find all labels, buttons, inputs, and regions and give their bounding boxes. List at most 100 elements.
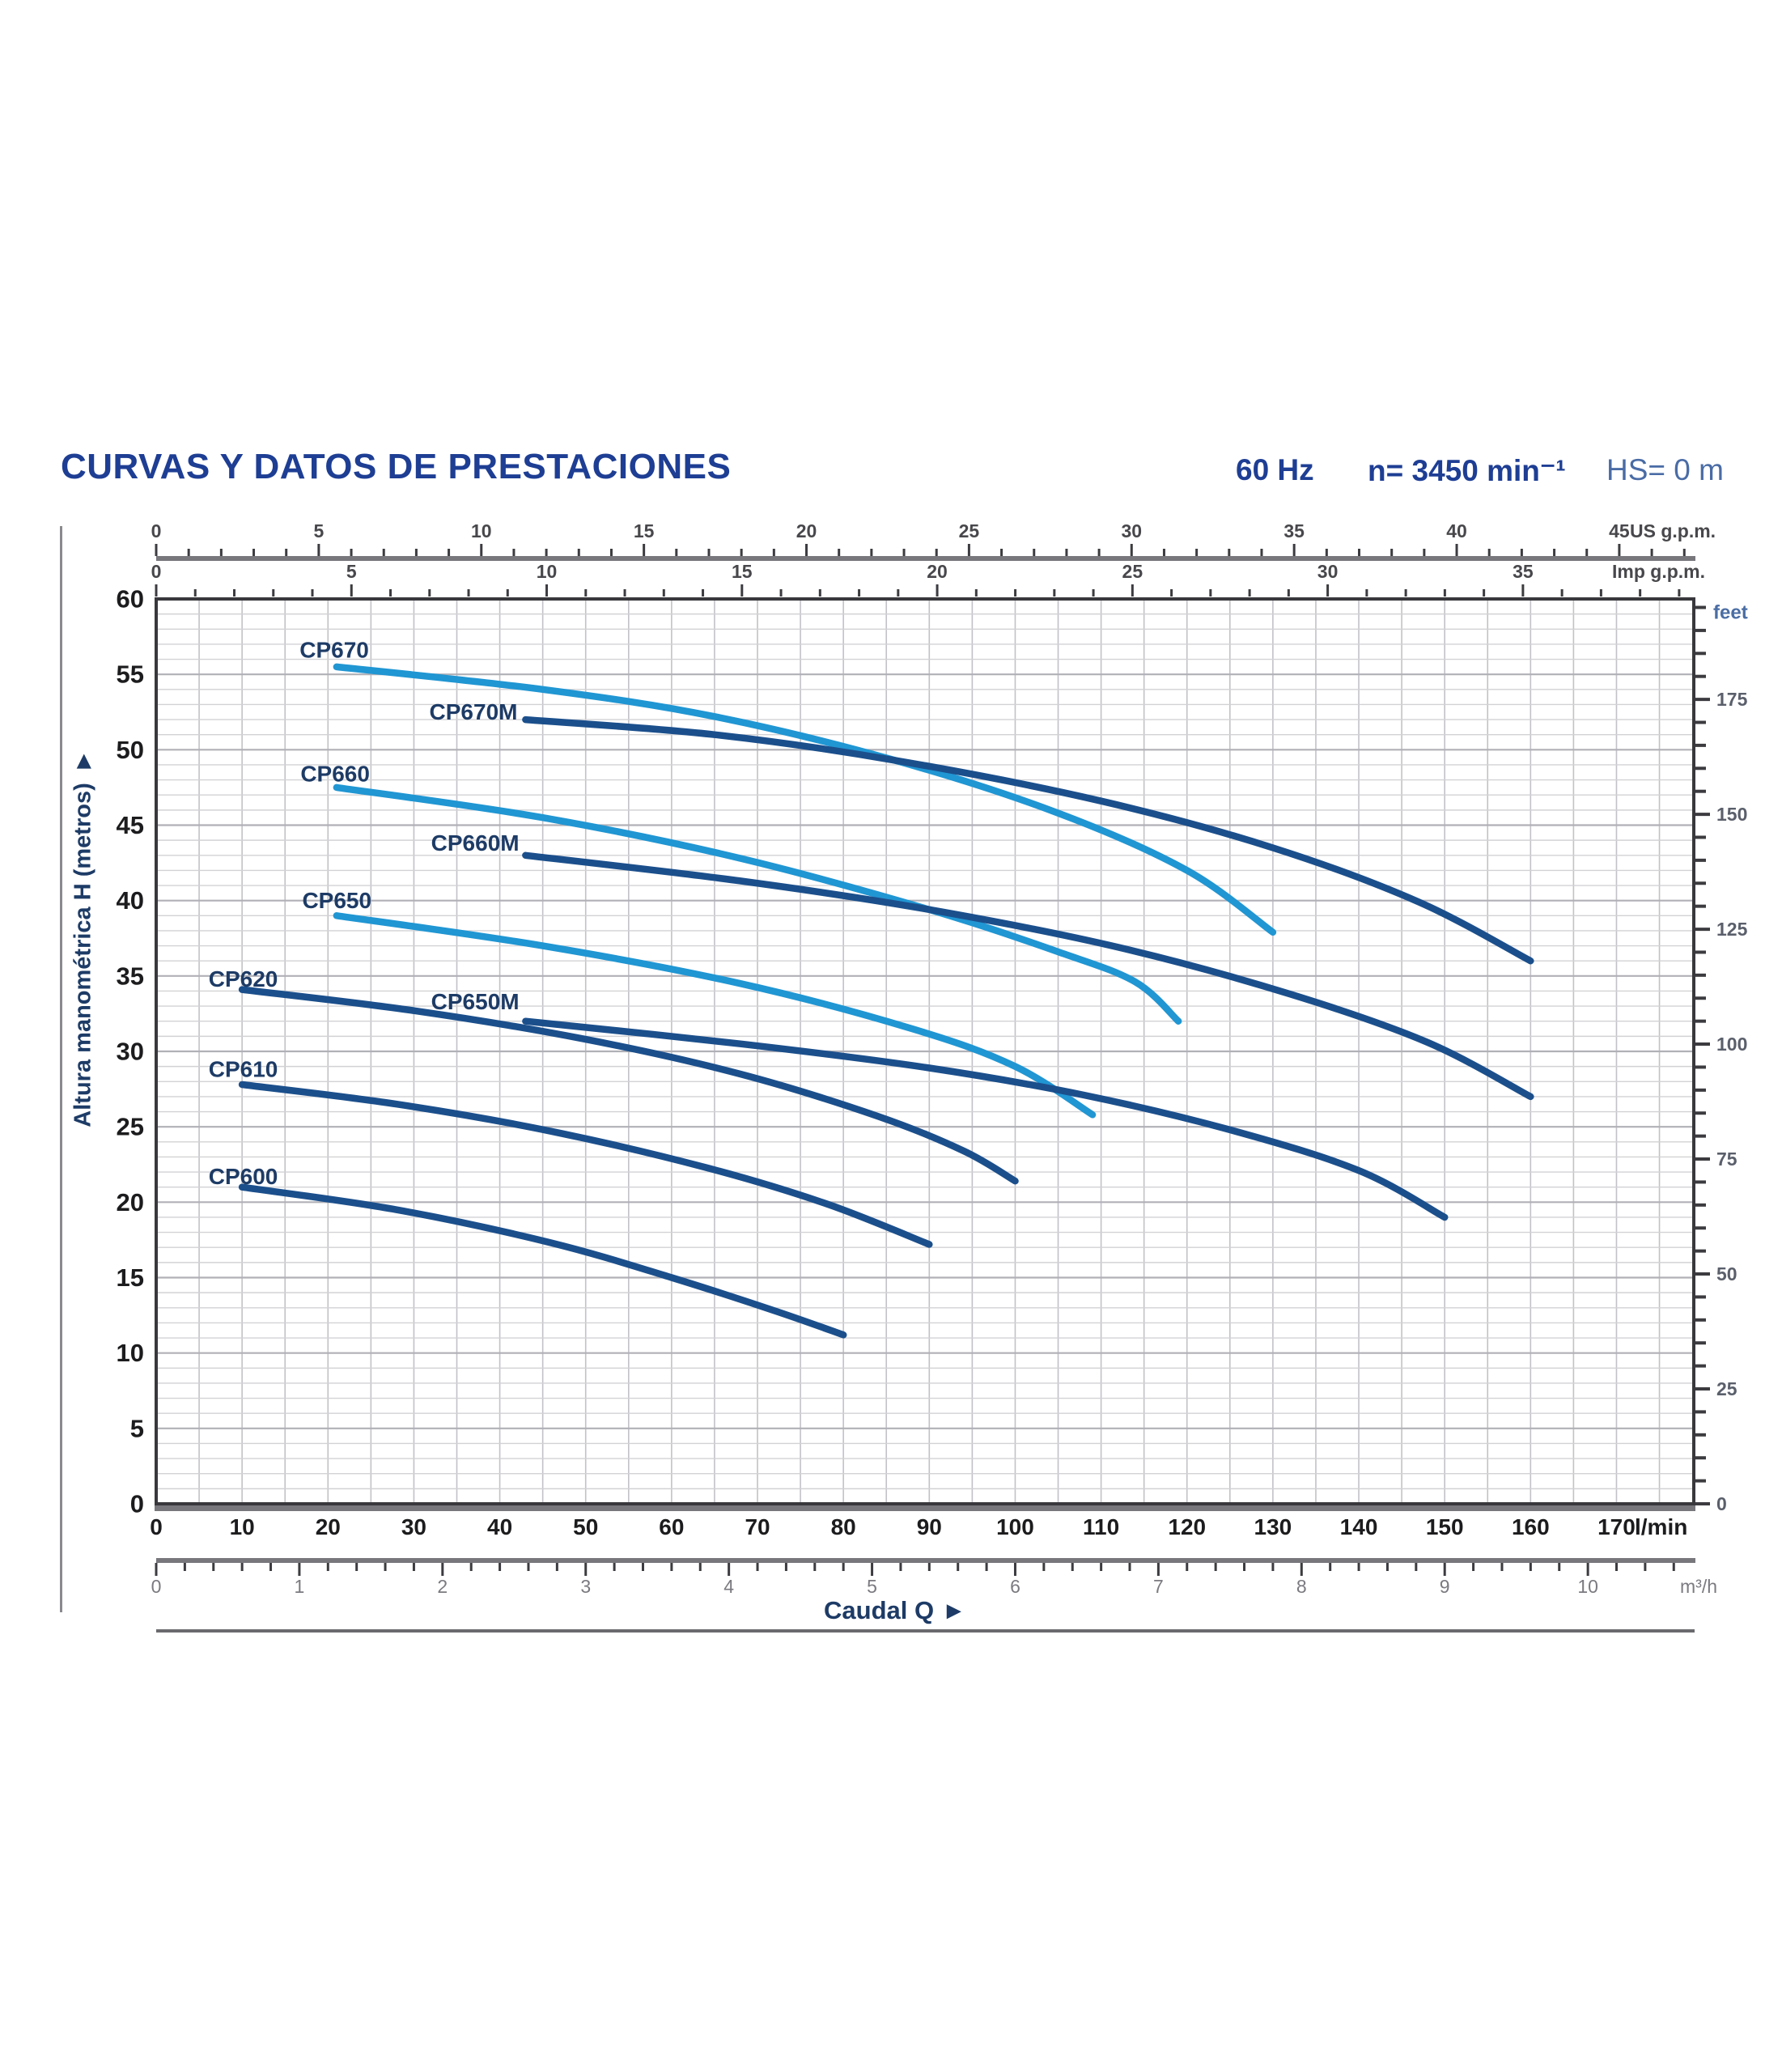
x-axis-bar-lmin [155,1505,1695,1511]
tick-label-feet: 25 [1716,1378,1737,1399]
tick-label-l-min: 50 [573,1514,598,1539]
tick-label-l-min: 10 [230,1514,255,1539]
tick-label-m3-h: 9 [1440,1576,1450,1597]
tick-label-feet: 75 [1716,1149,1737,1170]
tick-label-l-min: 20 [316,1514,341,1539]
tick-label-feet: 100 [1716,1034,1747,1055]
curve-CP600 [238,1183,847,1339]
axis-unit-l-min: l/min [1635,1514,1687,1539]
tick-label-us_gpm: 15 [634,520,655,541]
curve-CP660 [333,783,1182,1025]
tick-label-imp_gpm: 15 [732,561,753,582]
curve-label-CP670M: CP670M [430,699,518,724]
tick-label-imp_gpm: 35 [1513,561,1534,582]
tick-label-metros: 0 [130,1490,144,1518]
tick-label-l-min: 40 [487,1514,512,1539]
curve-label-CP650: CP650 [302,888,371,913]
axis-unit-m3-h: m³/h [1680,1576,1717,1597]
tick-label-l-min: 140 [1340,1514,1378,1539]
tick-label-metros: 40 [117,886,144,915]
tick-label-metros: 60 [117,585,144,614]
tick-label-m3-h: 8 [1296,1576,1307,1597]
tick-label-us_gpm: 5 [313,520,324,541]
tick-label-imp_gpm: 0 [151,561,162,582]
tick-label-m3-h: 4 [723,1576,734,1597]
tick-label-l-min: 130 [1254,1514,1292,1539]
tick-label-metros: 20 [117,1188,144,1216]
curve-label-CP600: CP600 [209,1164,278,1189]
tick-label-metros: 5 [130,1414,144,1442]
condition-suction-head: HS= 0 m [1606,453,1724,486]
curve-CP650 [333,912,1097,1119]
curve-label-CP620: CP620 [209,966,278,991]
tick-label-us_gpm: 45 [1609,520,1630,541]
curve-label-CP650M: CP650M [431,989,520,1014]
x-axis-bar-m3-h [156,1558,1695,1563]
figure-bottom-rule [156,1629,1695,1633]
tick-label-m3-h: 7 [1153,1576,1164,1597]
tick-label-l-min: 0 [150,1514,163,1539]
tick-label-us_gpm: 35 [1283,520,1305,541]
tick-label-us_gpm: 10 [471,520,492,541]
tick-label-l-min: 100 [996,1514,1034,1539]
tick-label-us_gpm: 20 [796,520,817,541]
tick-label-imp_gpm: 10 [537,561,558,582]
tick-label-metros: 55 [117,660,144,689]
curve-label-CP670: CP670 [299,638,369,663]
axis-unit-us_gpm: US g.p.m. [1630,520,1716,541]
tick-label-m3-h: 6 [1010,1576,1020,1597]
tick-label-feet: 175 [1716,689,1748,710]
tick-label-l-min: 90 [917,1514,942,1539]
tick-label-feet: 0 [1716,1493,1727,1514]
tick-label-metros: 10 [117,1339,144,1367]
tick-label-imp_gpm: 5 [346,561,357,582]
tick-label-metros: 50 [117,736,144,764]
figure-left-border [60,526,62,1612]
x-axis-title: Caudal Q ▶ [824,1596,961,1625]
tick-label-metros: 15 [117,1263,144,1292]
curve-label-CP660M: CP660M [431,830,520,856]
tick-label-l-min: 160 [1512,1514,1550,1539]
tick-label-m3-h: 3 [580,1576,591,1597]
right-arrow-icon: ▶ [947,1600,961,1620]
tick-label-metros: 35 [117,962,144,990]
tick-label-us_gpm: 0 [151,520,162,541]
tick-label-l-min: 110 [1083,1514,1119,1539]
tick-label-imp_gpm: 20 [927,561,948,582]
tick-label-l-min: 60 [659,1514,684,1539]
tick-label-m3-h: 5 [867,1576,877,1597]
tick-label-metros: 45 [117,811,144,839]
tick-label-us_gpm: 40 [1446,520,1467,541]
tick-label-m3-h: 0 [151,1576,162,1597]
tick-label-metros: 25 [117,1113,144,1141]
condition-speed: n= 3450 min⁻¹ [1368,454,1566,487]
tick-label-l-min: 30 [401,1514,426,1539]
curve-CP650M [522,1017,1449,1221]
curve-CP670M [522,715,1534,965]
tick-label-m3-h: 2 [437,1576,448,1597]
tick-label-us_gpm: 25 [959,520,980,541]
tick-label-feet: 150 [1716,804,1747,825]
curve-label-CP610: CP610 [209,1057,278,1082]
axis-unit-imp_gpm: Imp g.p.m. [1612,561,1705,582]
tick-label-m3-h: 10 [1577,1576,1598,1597]
tick-label-l-min: 150 [1426,1514,1464,1539]
tick-label-metros: 30 [117,1038,144,1066]
tick-label-us_gpm: 30 [1121,520,1142,541]
tick-label-l-min: 120 [1168,1514,1206,1539]
tick-label-m3-h: 1 [295,1576,305,1597]
curve-CP610 [238,1081,933,1248]
curve-label-CP660: CP660 [300,761,370,786]
page-title: CURVAS Y DATOS DE PRESTACIONES [61,447,732,486]
plot-frame [155,597,1695,1505]
tick-label-l-min: 170 [1597,1514,1636,1539]
tick-label-l-min: 80 [831,1514,856,1539]
curve-CP620 [238,986,1019,1185]
tick-label-feet: 50 [1716,1263,1737,1284]
axis-unit-feet: feet [1713,602,1748,624]
tick-label-l-min: 70 [745,1514,770,1539]
curve-CP660M [522,851,1534,1101]
x-axis-title-text: Caudal Q [824,1596,935,1624]
